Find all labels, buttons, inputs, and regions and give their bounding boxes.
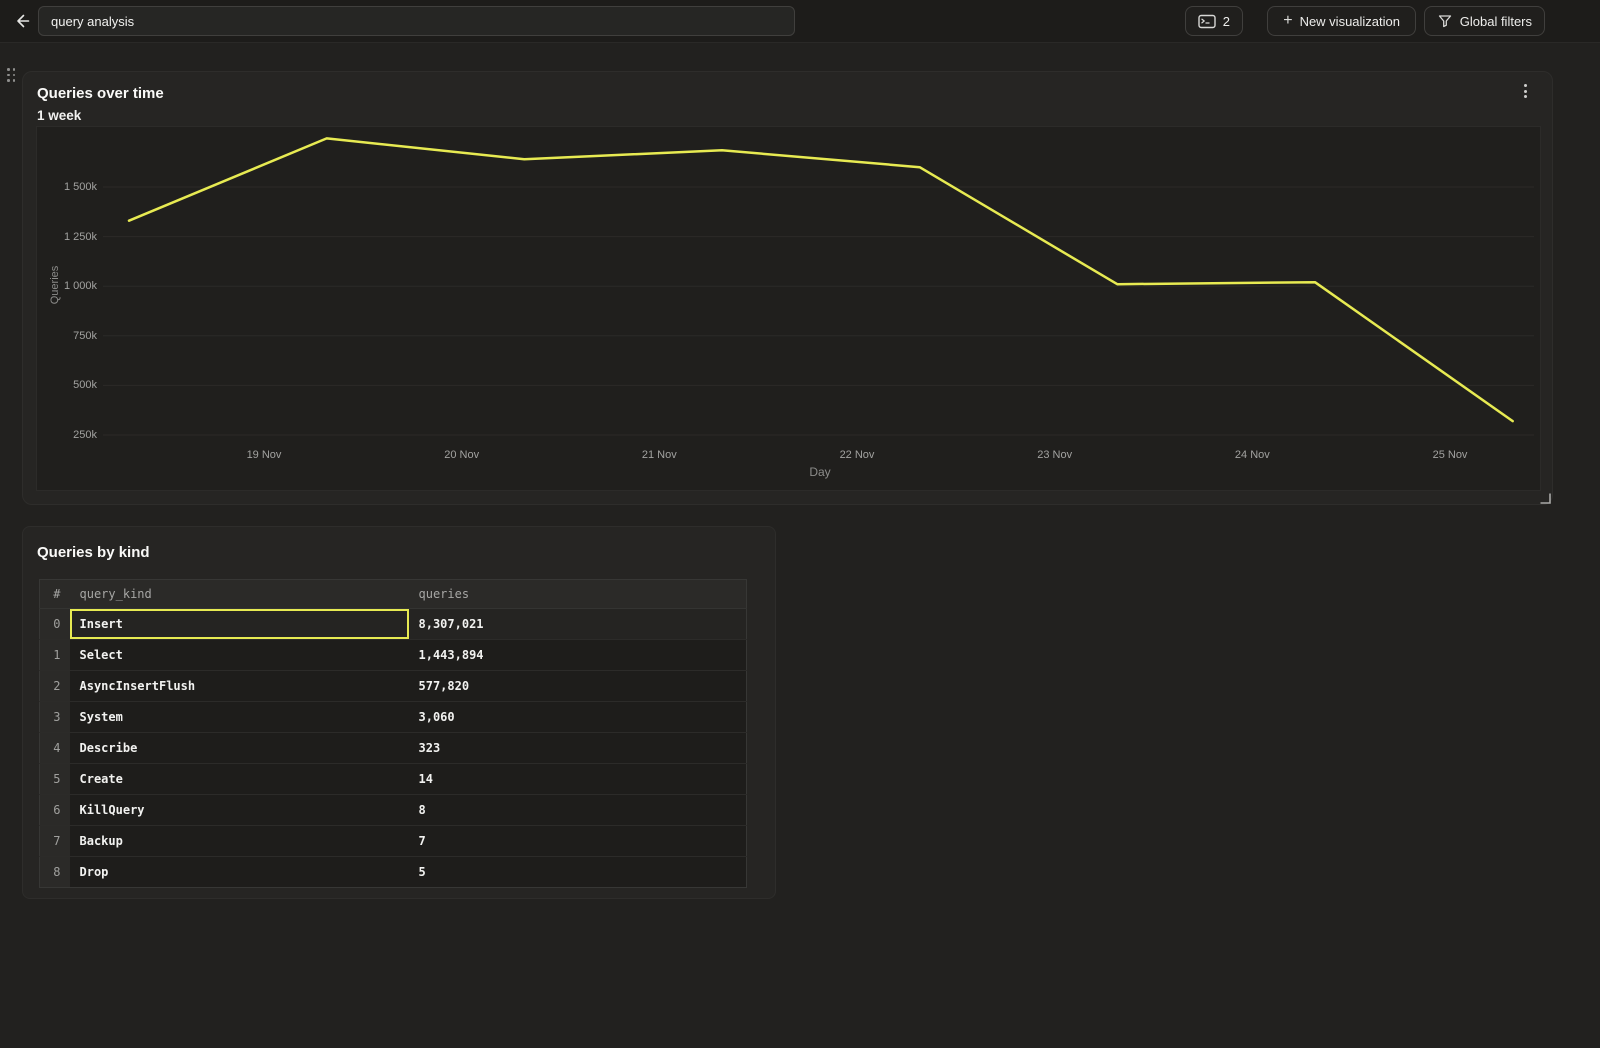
top-bar: 2 + New visualization Global filters <box>0 0 1600 43</box>
y-tick-label: 1 500k <box>63 181 97 193</box>
y-tick-label: 750k <box>73 329 97 342</box>
query-kind-cell[interactable]: Insert <box>69 608 409 640</box>
table-row: 1 Select 1,443,894 <box>39 639 747 671</box>
queries-cell[interactable]: 8,307,021 <box>408 608 747 640</box>
query-kind-cell[interactable]: Drop <box>69 856 409 888</box>
query-kind-cell[interactable]: Create <box>69 763 409 795</box>
table-row: 0 Insert 8,307,021 <box>39 608 747 640</box>
query-kind-cell[interactable]: System <box>69 701 409 733</box>
line-chart-plot-area: Queries Day 1 500k 1 250k 1 000k 750k 500k 25… <box>36 126 1541 491</box>
x-tick-label: 22 Nov <box>839 449 875 461</box>
row-index-cell: 0 <box>39 608 70 640</box>
arrow-left-icon <box>17 14 30 28</box>
table-row: 4 Describe 323 <box>39 732 747 764</box>
column-header-index[interactable]: # <box>39 579 70 609</box>
table-row: 3 System 3,060 <box>39 701 747 733</box>
queries-by-kind-panel: Queries by kind # query_kind queries 0 In… <box>22 526 776 899</box>
queries-cell[interactable]: 5 <box>408 856 747 888</box>
table-panel-title: Queries by kind <box>37 544 150 561</box>
plus-icon: + <box>1283 12 1293 29</box>
query-kind-cell[interactable]: AsyncInsertFlush <box>69 670 409 702</box>
row-index-cell: 8 <box>39 856 70 888</box>
panel-drag-handle-icon[interactable] <box>7 68 19 84</box>
new-visualization-label: New visualization <box>1299 13 1400 29</box>
table-row: 2 AsyncInsertFlush 577,820 <box>39 670 747 702</box>
panel-menu-button[interactable] <box>1516 80 1534 102</box>
back-button[interactable] <box>8 7 36 35</box>
queries-line-chart <box>103 137 1534 436</box>
row-index-cell: 3 <box>39 701 70 733</box>
x-tick-label: 21 Nov <box>641 449 677 461</box>
table-row: 5 Create 14 <box>39 763 747 795</box>
y-tick-label: 1 000k <box>63 280 97 293</box>
query-kind-cell[interactable]: KillQuery <box>69 794 409 826</box>
console-tabs-button[interactable]: 2 <box>1184 6 1243 36</box>
row-index-cell: 7 <box>39 825 70 857</box>
chart-range-label: 1 week <box>37 108 82 123</box>
global-filters-button[interactable]: Global filters <box>1423 6 1545 36</box>
x-axis-title: Day <box>809 465 831 479</box>
queries-series-line <box>127 137 1514 423</box>
x-tick-label: 20 Nov <box>444 449 480 461</box>
x-tick-label: 23 Nov <box>1037 449 1073 461</box>
column-header-query-kind[interactable]: query_kind <box>69 579 409 609</box>
row-index-cell: 5 <box>39 763 70 795</box>
x-tick-label: 25 Nov <box>1432 449 1468 461</box>
row-index-cell: 2 <box>39 670 70 702</box>
new-visualization-button[interactable]: + New visualization <box>1267 6 1416 36</box>
y-tick-label: 1 250k <box>63 230 97 243</box>
chart-panel-title: Queries over time <box>37 85 164 102</box>
queries-cell[interactable]: 8 <box>408 794 747 826</box>
queries-cell[interactable]: 577,820 <box>408 670 747 702</box>
table-row: 7 Backup 7 <box>39 825 747 857</box>
queries-cell[interactable]: 14 <box>408 763 747 795</box>
column-header-queries[interactable]: queries <box>408 579 747 609</box>
row-index-cell: 6 <box>39 794 70 826</box>
query-kind-cell[interactable]: Select <box>69 639 409 671</box>
console-tabs-count: 2 <box>1222 13 1230 29</box>
queries-cell[interactable]: 323 <box>408 732 747 764</box>
row-index-cell: 1 <box>39 639 70 671</box>
x-tick-label: 24 Nov <box>1234 449 1270 461</box>
queries-cell[interactable]: 7 <box>408 825 747 857</box>
y-tick-label: 500k <box>73 379 97 392</box>
table-row: 6 KillQuery 8 <box>39 794 747 826</box>
table-header-row: # query_kind queries <box>39 579 747 609</box>
queries-over-time-panel: Queries over time 1 week Queries Day 1 5… <box>22 71 1553 505</box>
funnel-icon <box>1438 15 1451 28</box>
global-filters-label: Global filters <box>1459 13 1532 29</box>
x-tick-label: 19 Nov <box>246 449 282 461</box>
dashboard-title-input[interactable] <box>38 6 795 36</box>
row-index-cell: 4 <box>39 732 70 764</box>
table-row: 8 Drop 5 <box>39 856 747 888</box>
queries-cell[interactable]: 1,443,894 <box>408 639 747 671</box>
y-tick-label: 250k <box>73 429 97 441</box>
queries-by-kind-table: # query_kind queries 0 Insert 8,307,021 1 Se… <box>39 579 747 888</box>
console-icon <box>1198 14 1216 28</box>
query-kind-cell[interactable]: Backup <box>69 825 409 857</box>
queries-cell[interactable]: 3,060 <box>408 701 747 733</box>
query-kind-cell[interactable]: Describe <box>69 732 409 764</box>
panel-resize-handle[interactable] <box>1538 492 1552 505</box>
